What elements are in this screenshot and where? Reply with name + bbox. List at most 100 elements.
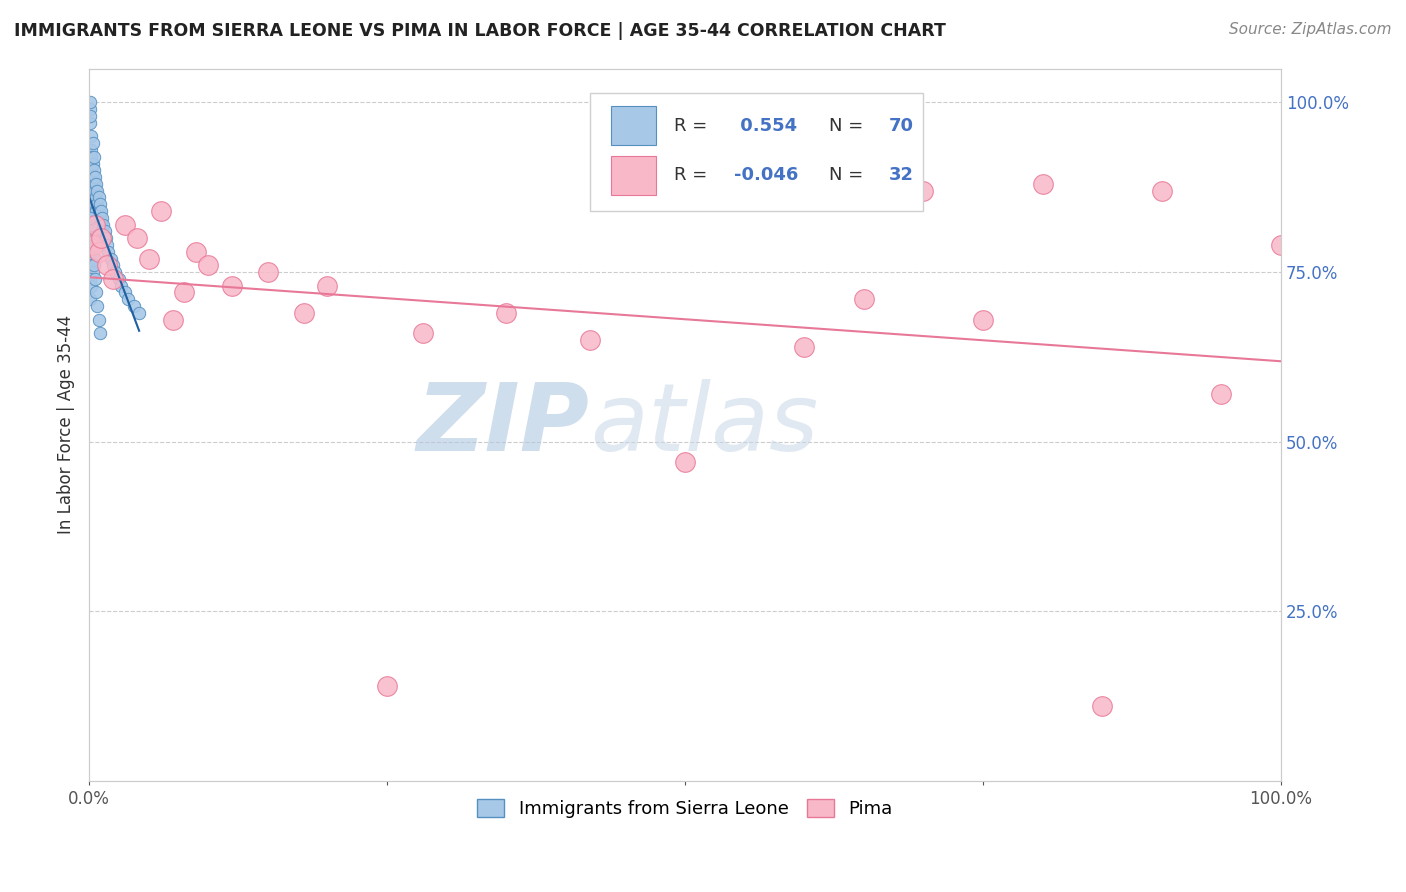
Point — [86, 184, 108, 198]
Point — [80, 278, 103, 293]
Text: IMMIGRANTS FROM SIERRA LEONE VS PIMA IN LABOR FORCE | AGE 35-44 CORRELATION CHAR: IMMIGRANTS FROM SIERRA LEONE VS PIMA IN … — [14, 22, 946, 40]
Point — [96, 258, 118, 272]
Point — [221, 278, 243, 293]
Point — [114, 218, 136, 232]
Point — [84, 170, 107, 185]
Point — [83, 190, 105, 204]
Point — [110, 278, 132, 293]
Point — [89, 211, 111, 225]
Point — [80, 150, 103, 164]
Point — [79, 116, 101, 130]
Point — [80, 177, 103, 191]
Point — [96, 238, 118, 252]
Point — [125, 231, 148, 245]
Point — [90, 204, 112, 219]
Point — [173, 285, 195, 300]
Text: R =: R = — [675, 117, 713, 135]
Point — [101, 272, 124, 286]
Point — [1032, 177, 1054, 191]
Point — [100, 252, 122, 266]
Point — [79, 109, 101, 123]
Legend: Immigrants from Sierra Leone, Pima: Immigrants from Sierra Leone, Pima — [470, 791, 900, 825]
Point — [89, 326, 111, 340]
Point — [94, 231, 117, 245]
Point — [186, 244, 208, 259]
FancyBboxPatch shape — [612, 156, 657, 195]
Text: 70: 70 — [889, 117, 914, 135]
Point — [80, 143, 103, 157]
Point — [82, 156, 104, 170]
Point — [79, 211, 101, 225]
Text: R =: R = — [675, 167, 713, 185]
Point — [79, 238, 101, 252]
Point — [375, 679, 398, 693]
Point — [80, 218, 103, 232]
Point — [83, 258, 105, 272]
Point — [82, 204, 104, 219]
Text: 0.554: 0.554 — [734, 117, 797, 135]
Point — [84, 197, 107, 211]
Point — [80, 129, 103, 144]
Point — [84, 190, 107, 204]
Point — [495, 306, 517, 320]
Point — [87, 204, 110, 219]
Point — [87, 190, 110, 204]
Point — [86, 197, 108, 211]
Point — [83, 150, 105, 164]
Point — [84, 272, 107, 286]
Point — [83, 177, 105, 191]
Point — [87, 312, 110, 326]
Point — [89, 197, 111, 211]
Point — [86, 211, 108, 225]
Text: 32: 32 — [889, 167, 914, 185]
Point — [124, 299, 146, 313]
Point — [412, 326, 434, 340]
Point — [972, 312, 994, 326]
Point — [1211, 387, 1233, 401]
Point — [82, 184, 104, 198]
Point — [80, 163, 103, 178]
Point — [114, 285, 136, 300]
FancyBboxPatch shape — [612, 106, 657, 145]
Point — [128, 306, 150, 320]
Point — [87, 244, 110, 259]
Point — [1270, 238, 1292, 252]
Point — [79, 95, 101, 110]
Text: atlas: atlas — [589, 379, 818, 470]
Point — [793, 340, 815, 354]
Y-axis label: In Labor Force | Age 35-44: In Labor Force | Age 35-44 — [58, 315, 75, 534]
Point — [84, 211, 107, 225]
Point — [86, 299, 108, 313]
Point — [138, 252, 160, 266]
Point — [257, 265, 280, 279]
Point — [82, 224, 104, 238]
Point — [1150, 184, 1173, 198]
Point — [79, 102, 101, 116]
Point — [79, 272, 101, 286]
Point — [82, 136, 104, 150]
Text: -0.046: -0.046 — [734, 167, 799, 185]
Point — [104, 265, 127, 279]
Point — [84, 285, 107, 300]
Point — [292, 306, 315, 320]
Point — [82, 170, 104, 185]
Text: N =: N = — [830, 117, 869, 135]
Point — [97, 244, 120, 259]
Point — [82, 231, 104, 245]
Point — [84, 184, 107, 198]
Point — [84, 204, 107, 219]
Point — [912, 184, 935, 198]
Point — [82, 238, 104, 252]
Point — [79, 292, 101, 306]
Point — [1091, 699, 1114, 714]
Text: Source: ZipAtlas.com: Source: ZipAtlas.com — [1229, 22, 1392, 37]
Point — [83, 238, 105, 252]
Point — [83, 204, 105, 219]
Point — [117, 292, 139, 306]
Point — [673, 455, 696, 469]
Point — [93, 218, 115, 232]
Text: ZIP: ZIP — [416, 379, 589, 471]
Point — [90, 231, 112, 245]
FancyBboxPatch shape — [589, 94, 924, 211]
Point — [162, 312, 184, 326]
